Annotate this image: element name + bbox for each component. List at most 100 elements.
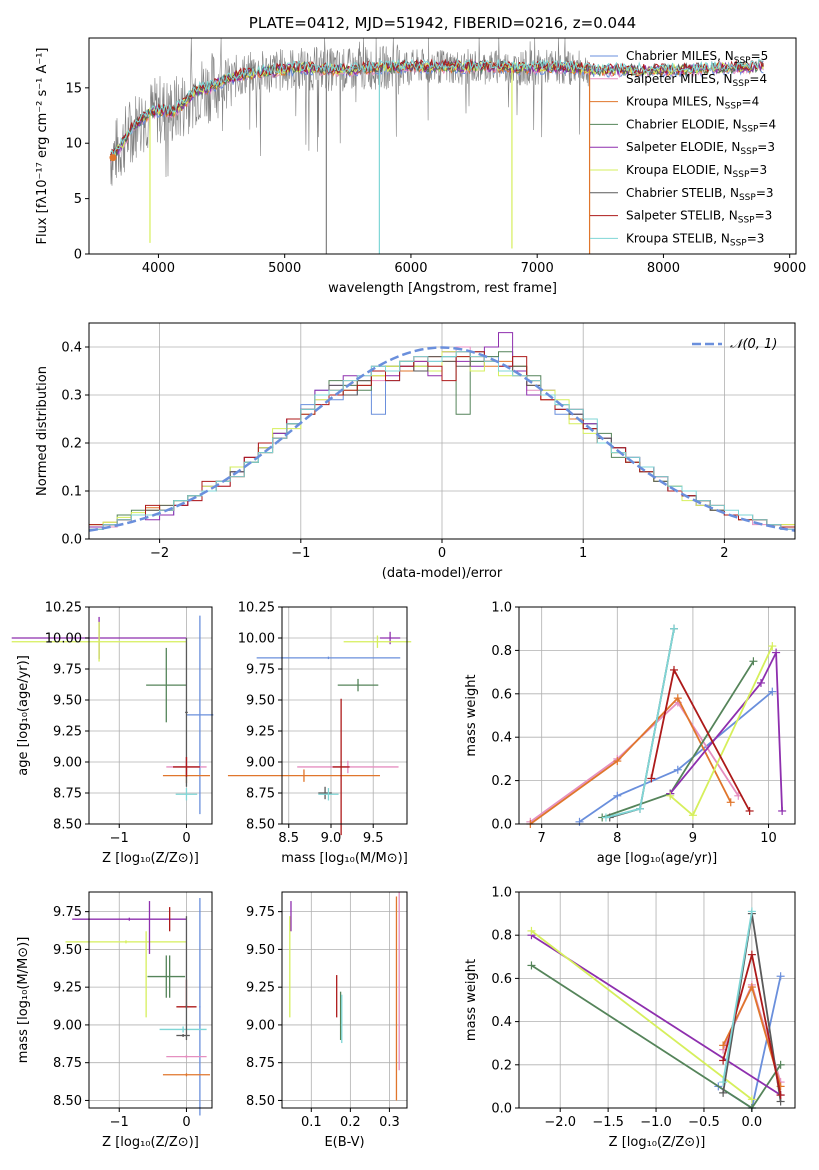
legend-entry: Salpeter MILES, NSSP=4: [626, 72, 767, 89]
legend-entry-sub: SSP: [734, 56, 751, 66]
legend-entry-name: Salpeter ELODIE, N: [626, 140, 740, 154]
axes: −2 −1 0 1 2 0.0 0.1 0.2 0.3 0.4 (data-model)/error…: [35, 322, 796, 581]
legend-entry-name: Kroupa ELODIE, N: [626, 163, 733, 177]
weight-line-kroupa_stelib: [722, 911, 753, 1083]
y-tick-label: 0.0: [61, 533, 82, 548]
axes-frame: [88, 891, 213, 1109]
legend-entry-tail: =3: [755, 209, 773, 223]
axes-frame: [88, 37, 797, 255]
legend-entry: Salpeter STELIB, NSSP=3: [626, 209, 772, 226]
legend-entry-tail: =3: [747, 231, 765, 245]
panel-age_vs_mass: 8.5 9.0 9.5 8.50 8.75 9.00 9.25 9.50 9.75 10.00 10…: [227, 601, 412, 866]
normal-curve: [88, 346, 796, 532]
legend-entry-sub: SSP: [742, 124, 759, 134]
weight-line-salpeter_elodie: [669, 652, 783, 812]
y-tick-label: 8.75: [53, 1056, 82, 1071]
y-tick-label: 0.2: [491, 774, 512, 789]
panel-weight_vs_age: 7 8 9 10 0.0 0.2 0.4 0.6 0.8 1.0 age [log₁₀(age/yr…: [464, 601, 796, 866]
y-tick-label: 8.75: [53, 787, 82, 802]
y-tick-label: 0.0: [491, 1102, 512, 1117]
weight-line-chabrier_miles: [578, 690, 773, 823]
plot-area: [11, 615, 214, 815]
legend-entry-tail: =4: [749, 72, 767, 86]
x-tick-label: −1.5: [592, 1115, 624, 1130]
y-tick-label: 15: [65, 81, 82, 96]
grid-lines: [282, 606, 407, 825]
x-tick-label: 0.1: [301, 1115, 322, 1130]
panel-mass_vs_EBV: 0.1 0.2 0.3 8.50 8.75 9.00 9.25 9.50 9.75 E(B-V): [246, 891, 408, 1150]
legend-entry: Kroupa ELODIE, NSSP=3: [626, 163, 767, 180]
weight-line-kroupa_elodie: [530, 930, 753, 1101]
axes-frame: [281, 891, 408, 1109]
y-axis-label: Normed distribution: [35, 366, 50, 496]
y-tick-label: 5: [74, 192, 82, 207]
y-axis-label: age [log₁₀(age/yr)]: [16, 655, 31, 776]
y-axis-label: mass weight: [464, 674, 479, 756]
legend-entry-tail: =4: [742, 95, 760, 109]
legend-entry-tail: =3: [749, 163, 767, 177]
grid-lines: [89, 892, 212, 1108]
legend-entry-name: Kroupa MILES, N: [626, 95, 725, 109]
y-tick-label: 9.00: [246, 1018, 275, 1033]
axes: −2.0 −1.5 −1.0 −0.5 0.0 0.0 0.2 0.4 0.6 0.8 1.0 Z […: [464, 886, 796, 1150]
legend-entry-name: Salpeter MILES, N: [626, 72, 733, 86]
spectrum-title: PLATE=0412, MJD=51942, FIBERID=0216, z=0…: [249, 14, 636, 32]
x-tick-label: 9000: [773, 261, 806, 276]
x-tick-label: −2.0: [544, 1115, 576, 1130]
x-tick-label: 0: [182, 831, 190, 846]
plot-area: [65, 898, 210, 1116]
axes: 4000 5000 6000 7000 8000 9000 0 5 10 15 wavelength…: [35, 37, 806, 296]
y-tick-label: 8.75: [246, 1056, 275, 1071]
x-tick-label: −1.0: [640, 1115, 672, 1130]
weight-line-kroupa_stelib: [605, 628, 675, 819]
x-tick-label: 1: [579, 546, 587, 561]
x-tick-label: 7000: [521, 261, 554, 276]
panel-residuals: −2 −1 0 1 2 0.0 0.1 0.2 0.3 0.4 (data-model)/error…: [35, 322, 796, 581]
y-tick-label: 9.75: [246, 663, 275, 678]
y-tick-label: 10: [65, 137, 82, 152]
x-tick-label: 2: [720, 546, 728, 561]
legend-entry-tail: =3: [757, 140, 775, 154]
x-tick-label: 9: [689, 831, 697, 846]
panel-weight_vs_Z: −2.0 −1.5 −1.0 −0.5 0.0 0.0 0.2 0.4 0.6 0.8 1.0 Z […: [464, 886, 796, 1150]
legend-entry-name: Kroupa STELIB, N: [626, 231, 730, 245]
legend-entry: Kroupa STELIB, NSSP=3: [626, 231, 764, 248]
x-tick-label: 8000: [647, 261, 680, 276]
legend-entry-tail: =5: [751, 49, 769, 63]
legend-entry-sub: SSP: [733, 170, 750, 180]
y-axis-label: mass [log₁₀(M/M⊙)]: [16, 937, 31, 1064]
x-tick-label: 9.5: [363, 831, 384, 846]
axes: −1 0 8.50 8.75 9.00 9.25 9.50 9.75 10.00 10.25 Z […: [16, 601, 213, 866]
legend-entry: Chabrier STELIB, NSSP=3: [626, 186, 774, 203]
x-tick-label: −0.5: [688, 1115, 720, 1130]
x-axis-label: wavelength [Angstrom, rest frame]: [328, 281, 557, 296]
y-tick-label: 8.75: [246, 787, 275, 802]
weight-line-salpeter_miles: [529, 701, 740, 823]
x-axis-label: age [log₁₀(age/yr)]: [597, 851, 718, 866]
y-tick-label: 0.2: [491, 1058, 512, 1073]
x-tick-label: 0: [182, 1115, 190, 1130]
y-tick-label: 0.8: [491, 929, 512, 944]
y-tick-label: 0.1: [61, 485, 82, 500]
axes-frame: [518, 891, 796, 1109]
y-tick-label: 8.50: [53, 818, 82, 833]
x-tick-label: 10: [760, 831, 777, 846]
y-tick-label: 9.75: [53, 663, 82, 678]
legend-entry-tail: =3: [756, 186, 774, 200]
y-tick-label: 0.8: [491, 644, 512, 659]
y-tick-label: 0.4: [491, 731, 512, 746]
panel-age_vs_Z: −1 0 8.50 8.75 9.00 9.25 9.50 9.75 10.00 10.25 Z […: [11, 601, 214, 866]
x-tick-label: 8: [613, 831, 621, 846]
x-tick-label: −1: [110, 831, 129, 846]
x-axis-label: (data-model)/error: [382, 566, 503, 581]
legend-entry-name: Chabrier ELODIE, N: [626, 117, 742, 131]
plot-area: [88, 332, 796, 539]
legend-entry-sub: SSP: [730, 238, 747, 248]
y-tick-label: 9.50: [246, 694, 275, 709]
spectrum-start-marker: [109, 154, 117, 162]
y-tick-label: 9.25: [246, 981, 275, 996]
histogram-step-salpeter_stelib: [88, 351, 795, 539]
legend-entry-sub: SSP: [733, 79, 750, 89]
x-tick-label: 7: [538, 831, 546, 846]
